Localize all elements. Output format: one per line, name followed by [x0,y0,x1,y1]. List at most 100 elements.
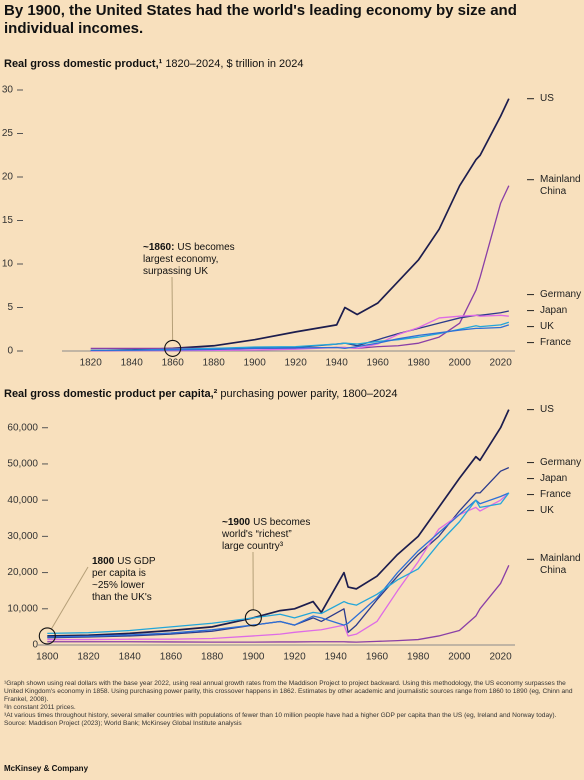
series-line [90,321,510,352]
annotation-line: US becomes [253,517,310,528]
legend-label: Mainland China [540,173,581,197]
y-tick-label: 20,000 [7,567,38,578]
x-tick-label: 1940 [326,358,349,369]
y-tick-label: 0 [32,640,38,651]
brand: McKinsey & Company [4,764,89,773]
x-tick-label: 1960 [367,358,390,369]
footnote: ³At various times throughout history, se… [4,712,557,719]
y-tick-label: 25 [2,128,14,139]
legend-label: UK [540,504,554,516]
legend-label: France [540,336,572,348]
legend-label: UK [540,320,554,332]
y-tick-label: 10,000 [7,603,38,614]
x-tick-label: 1880 [203,358,226,369]
annotation-line: ~25% lower [92,580,145,591]
annotation-text: per capita is [92,568,146,579]
headline: By 1900, the United States had the world… [4,2,517,37]
x-tick-label: 1980 [408,358,431,369]
y-tick-label: 5 [7,302,13,313]
x-tick-label: 1940 [325,652,348,663]
annotation-line: surpassing UK [143,266,208,277]
y-tick-label: 20 [2,172,14,183]
y-tick-label: 60,000 [7,422,38,433]
annotation-line: US becomes [177,242,234,253]
series-line [90,98,510,352]
legend-label: US [540,403,554,415]
annotation-bold: ~1900 [222,517,251,528]
legend-label: Japan [540,472,568,484]
chart-title: Real gross domestic product per capita,²… [4,388,397,400]
x-tick-label: 1980 [407,652,430,663]
annotation-text: ~1860: US becomes [143,242,235,253]
x-tick-label: 2000 [449,358,472,369]
footnotes: ¹Graph shown using real dollars with the… [4,680,576,728]
legend-label: Germany [540,288,582,300]
annotation-line: large country³ [222,541,284,552]
x-tick-label: 1860 [160,652,183,663]
x-tick-label: 2020 [490,358,513,369]
annotation-text: large country³ [222,541,284,552]
annotation-leader [50,566,89,630]
x-tick-label: 1820 [77,652,100,663]
series-line [47,492,510,635]
series-line [47,466,510,639]
x-tick-label: 1900 [244,358,267,369]
y-tick-label: 30,000 [7,531,38,542]
annotation-line: US GDP [117,556,156,567]
annotation-line: world's “richest” [221,529,292,540]
annotation-text: ~25% lower [92,580,145,591]
series-line [90,314,509,352]
annotation-bold: ~1860: [143,242,174,253]
y-tick-label: 15 [2,215,14,226]
x-tick-label: 2020 [489,652,512,663]
x-tick-label: 1860 [162,358,185,369]
legend-label: Germany [540,456,582,468]
annotation-line: than the UK's [92,592,152,603]
annotation-text: 1800 US GDP [92,556,156,567]
x-tick-label: 1900 [242,652,265,663]
annotation-circle [244,609,262,627]
chart-title-detail: 1820–2024, $ trillion in 2024 [165,58,303,70]
x-tick-label: 1920 [283,652,306,663]
y-tick-label: 50,000 [7,459,38,470]
annotation-text: than the UK's [92,592,152,603]
annotation-text: ~1900 US becomes [222,517,310,528]
series-line [47,409,510,637]
y-tick-label: 10 [2,259,14,270]
x-tick-label: 1800 [36,652,59,663]
annotation-line: per capita is [92,568,146,579]
annotation-circle [38,627,56,645]
x-tick-label: 1920 [285,358,308,369]
series-line [47,492,510,638]
source: Source: Maddison Project (2023); World B… [4,720,242,727]
series-line [90,324,510,352]
legend-label: Japan [540,304,568,316]
annotation-line: largest economy, [143,254,218,265]
y-tick-label: 30 [2,85,14,96]
x-tick-label: 2000 [448,652,471,663]
x-tick-label: 1840 [121,358,144,369]
annotation-circle [164,339,182,357]
legend-label: France [540,488,572,500]
footnote: ¹Graph shown using real dollars with the… [4,680,573,703]
footnote: ²In constant 2011 prices. [4,704,76,711]
y-tick-label: 0 [7,346,13,357]
series-line [47,565,510,643]
y-tick-label: 40,000 [7,495,38,506]
annotation-text: largest economy, [143,254,218,265]
annotation-text: surpassing UK [143,266,208,277]
annotation-leader [171,276,174,341]
annotation-bold: 1800 [92,556,115,567]
chart-title-main: Real gross domestic product per capita,² [4,388,218,400]
chart-title: Real gross domestic product,¹ 1820–2024, … [4,58,304,70]
chart-title-main: Real gross domestic product,¹ [4,58,163,70]
x-tick-label: 1820 [80,358,103,369]
x-tick-label: 1840 [119,652,142,663]
legend-label: Mainland China [540,553,581,577]
legend-label: US [540,92,554,104]
x-tick-label: 1880 [201,652,224,663]
annotation-text: world's “richest” [221,529,292,540]
chart-title-detail: purchasing power parity, 1800–2024 [220,388,397,400]
